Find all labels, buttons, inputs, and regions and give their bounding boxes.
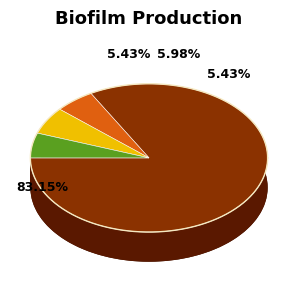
Polygon shape (30, 84, 268, 232)
Polygon shape (30, 133, 149, 158)
Text: 5.43%: 5.43% (207, 68, 251, 81)
Text: 5.98%: 5.98% (157, 48, 200, 60)
Polygon shape (60, 93, 91, 139)
Polygon shape (30, 84, 268, 262)
Text: 5.43%: 5.43% (107, 48, 150, 60)
Ellipse shape (30, 114, 268, 262)
Polygon shape (37, 109, 149, 158)
Text: 83.15%: 83.15% (16, 181, 68, 194)
Polygon shape (30, 158, 149, 187)
Text: Biofilm Production: Biofilm Production (55, 10, 243, 28)
Polygon shape (30, 133, 37, 187)
Polygon shape (60, 93, 149, 158)
Polygon shape (37, 109, 60, 163)
